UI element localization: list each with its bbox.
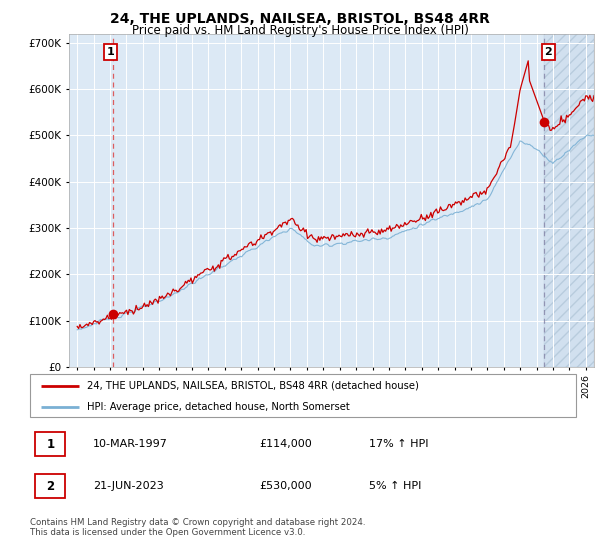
Text: 10-MAR-1997: 10-MAR-1997 — [93, 439, 167, 449]
Text: £114,000: £114,000 — [259, 439, 312, 449]
Text: 1: 1 — [46, 437, 55, 451]
Text: 1: 1 — [107, 47, 115, 57]
Text: Contains HM Land Registry data © Crown copyright and database right 2024.
This d: Contains HM Land Registry data © Crown c… — [30, 518, 365, 538]
Text: 2: 2 — [46, 479, 55, 493]
FancyBboxPatch shape — [30, 374, 576, 417]
Text: Price paid vs. HM Land Registry's House Price Index (HPI): Price paid vs. HM Land Registry's House … — [131, 24, 469, 36]
Text: 2: 2 — [545, 47, 552, 57]
Bar — [544, 34, 594, 367]
Text: 5% ↑ HPI: 5% ↑ HPI — [368, 481, 421, 491]
Text: £530,000: £530,000 — [259, 481, 312, 491]
Text: HPI: Average price, detached house, North Somerset: HPI: Average price, detached house, Nort… — [88, 402, 350, 412]
FancyBboxPatch shape — [35, 432, 65, 456]
Text: 24, THE UPLANDS, NAILSEA, BRISTOL, BS48 4RR (detached house): 24, THE UPLANDS, NAILSEA, BRISTOL, BS48 … — [88, 381, 419, 391]
FancyBboxPatch shape — [35, 474, 65, 498]
Text: 21-JUN-2023: 21-JUN-2023 — [93, 481, 164, 491]
Text: 24, THE UPLANDS, NAILSEA, BRISTOL, BS48 4RR: 24, THE UPLANDS, NAILSEA, BRISTOL, BS48 … — [110, 12, 490, 26]
Text: 17% ↑ HPI: 17% ↑ HPI — [368, 439, 428, 449]
